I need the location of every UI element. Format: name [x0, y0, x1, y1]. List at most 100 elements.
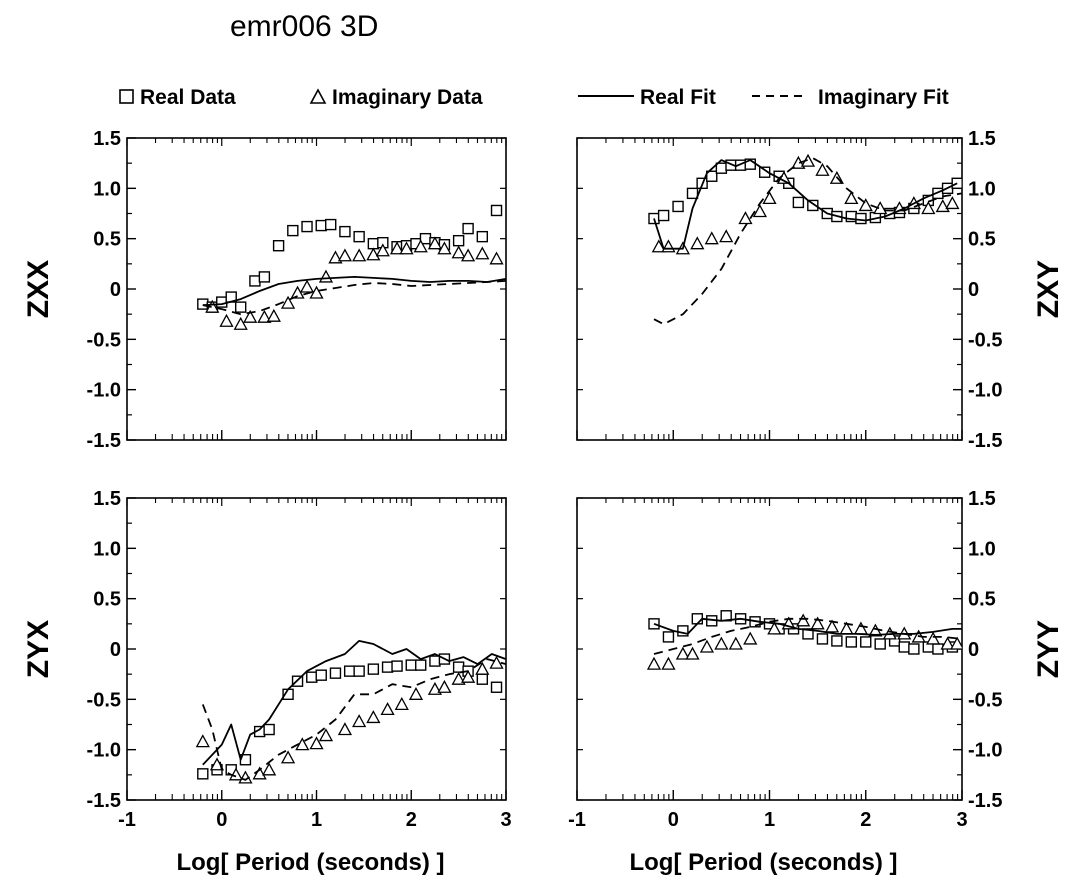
point-real-data — [391, 660, 403, 672]
y-tick-label: 0 — [110, 639, 121, 661]
y-tick-label: -1.0 — [968, 740, 1002, 762]
point-real-data — [263, 723, 275, 736]
y-tick-label: 1.0 — [968, 178, 996, 200]
y-tick-label: -1.0 — [968, 380, 1002, 402]
x-tick-label: 1 — [764, 809, 775, 831]
point-imaginary-data — [815, 162, 830, 176]
y-axis-label: ZXY — [1032, 260, 1065, 318]
point-real-data — [306, 671, 318, 683]
point-imaginary-data — [699, 639, 715, 653]
x-tick-label: 1 — [311, 809, 322, 831]
legend-real-data-marker — [119, 89, 134, 104]
point-real-data — [353, 230, 365, 243]
x-tick-label: 3 — [500, 809, 511, 831]
point-real-data — [476, 673, 489, 685]
point-real-data — [860, 636, 872, 648]
x-tick-label: 0 — [216, 809, 227, 831]
y-axis-label: ZYX — [22, 620, 55, 678]
point-imaginary-data — [280, 750, 296, 764]
point-imaginary-data — [950, 636, 962, 650]
point-imaginary-data — [233, 316, 248, 330]
x-axis-label: Log[ Period (seconds) ] — [629, 849, 897, 876]
point-real-data — [258, 271, 271, 283]
point-real-data — [677, 625, 689, 637]
point-imaginary-data — [926, 631, 941, 645]
point-real-data — [429, 655, 441, 667]
point-imaginary-data — [451, 245, 466, 259]
point-real-data — [315, 219, 327, 232]
point-imaginary-data — [921, 201, 936, 215]
point-imaginary-data — [738, 211, 753, 225]
y-tick-label: 1.5 — [968, 128, 996, 150]
legend-real-data-label: Real Data — [140, 86, 236, 109]
y-axis-label: ZXX — [22, 260, 55, 318]
point-real-data — [301, 220, 313, 233]
y-tick-label: -1.5 — [968, 430, 1002, 452]
point-imaginary-data — [461, 669, 476, 683]
legend-imag-data-label: Imaginary Data — [332, 86, 483, 109]
point-real-data — [367, 237, 380, 250]
plot-area — [646, 610, 962, 670]
y-tick-label: -1.5 — [87, 790, 121, 812]
point-real-data — [216, 296, 228, 308]
point-imaginary-data — [408, 686, 424, 700]
point-imaginary-data — [195, 734, 210, 748]
point-real-data — [490, 204, 503, 217]
point-real-data — [325, 218, 337, 231]
point-real-data — [816, 633, 829, 645]
point-imaginary-data — [451, 671, 466, 685]
y-tick-label: -0.5 — [968, 329, 1002, 351]
series-real-fit — [202, 275, 506, 306]
y-axis-label: ZYY — [1032, 620, 1065, 678]
panel-bottom-left: 1.5 1.0 0.5 0 -0.5 -1.0 -1.5-1 0 1 2 3 Log[ Period … — [22, 488, 512, 876]
y-tick-label: 1.0 — [93, 178, 121, 200]
point-imaginary-data — [337, 722, 353, 736]
y-tick-label: 0 — [968, 639, 979, 661]
y-tick-label: 1.5 — [93, 488, 121, 510]
point-real-data — [657, 209, 670, 222]
point-imaginary-data — [299, 279, 315, 293]
point-imaginary-data — [366, 247, 381, 261]
point-imaginary-data — [427, 681, 443, 695]
point-real-data — [855, 212, 867, 225]
point-real-data — [272, 240, 285, 252]
series-real-fit — [653, 159, 958, 250]
point-real-data — [874, 638, 886, 650]
y-tick-label: -1.5 — [968, 790, 1002, 812]
point-imaginary-data — [858, 198, 873, 212]
point-real-data — [405, 659, 417, 671]
x-tick-label: 2 — [860, 809, 871, 831]
y-tick-label: 0.5 — [93, 229, 121, 251]
point-real-data — [898, 641, 910, 653]
x-tick-label: 2 — [406, 809, 417, 831]
point-imaginary-data — [394, 697, 409, 711]
point-real-data — [452, 661, 465, 673]
point-imaginary-data — [719, 229, 734, 243]
point-real-data — [339, 225, 351, 238]
point-imaginary-data — [661, 656, 676, 670]
panel-bottom-right: 1.5 1.0 0.5 0 -0.5 -1.0 -1.5 -1 0 1 2 3 Log[ Period … — [568, 488, 1065, 876]
x-tick-label: -1 — [568, 809, 586, 831]
point-imaginary-data — [940, 636, 955, 650]
point-real-data — [715, 162, 728, 174]
point-real-data — [415, 659, 427, 671]
point-real-data — [287, 224, 299, 237]
point-imaginary-data — [262, 762, 277, 776]
point-imaginary-data — [646, 656, 662, 670]
point-imaginary-data — [375, 243, 390, 257]
point-real-data — [315, 669, 327, 681]
y-tick-label: -0.5 — [87, 689, 121, 711]
point-imaginary-data — [337, 248, 353, 262]
plot-area — [195, 640, 506, 784]
y-tick-label: 0.5 — [968, 589, 996, 611]
point-real-data — [381, 661, 394, 673]
point-imaginary-data — [824, 619, 840, 633]
panel-top-right: 1.5 1.0 0.5 0 -0.5 -1.0 -1.5 ZXY — [576, 128, 1065, 452]
y-tick-label: 1.0 — [93, 538, 121, 560]
legend-imag-fit-label: Imaginary Fit — [818, 86, 949, 109]
point-real-data — [662, 631, 675, 643]
y-tick-label: 0.5 — [968, 229, 996, 251]
series-imaginary-fit — [653, 157, 962, 326]
y-tick-label: -0.5 — [968, 689, 1002, 711]
